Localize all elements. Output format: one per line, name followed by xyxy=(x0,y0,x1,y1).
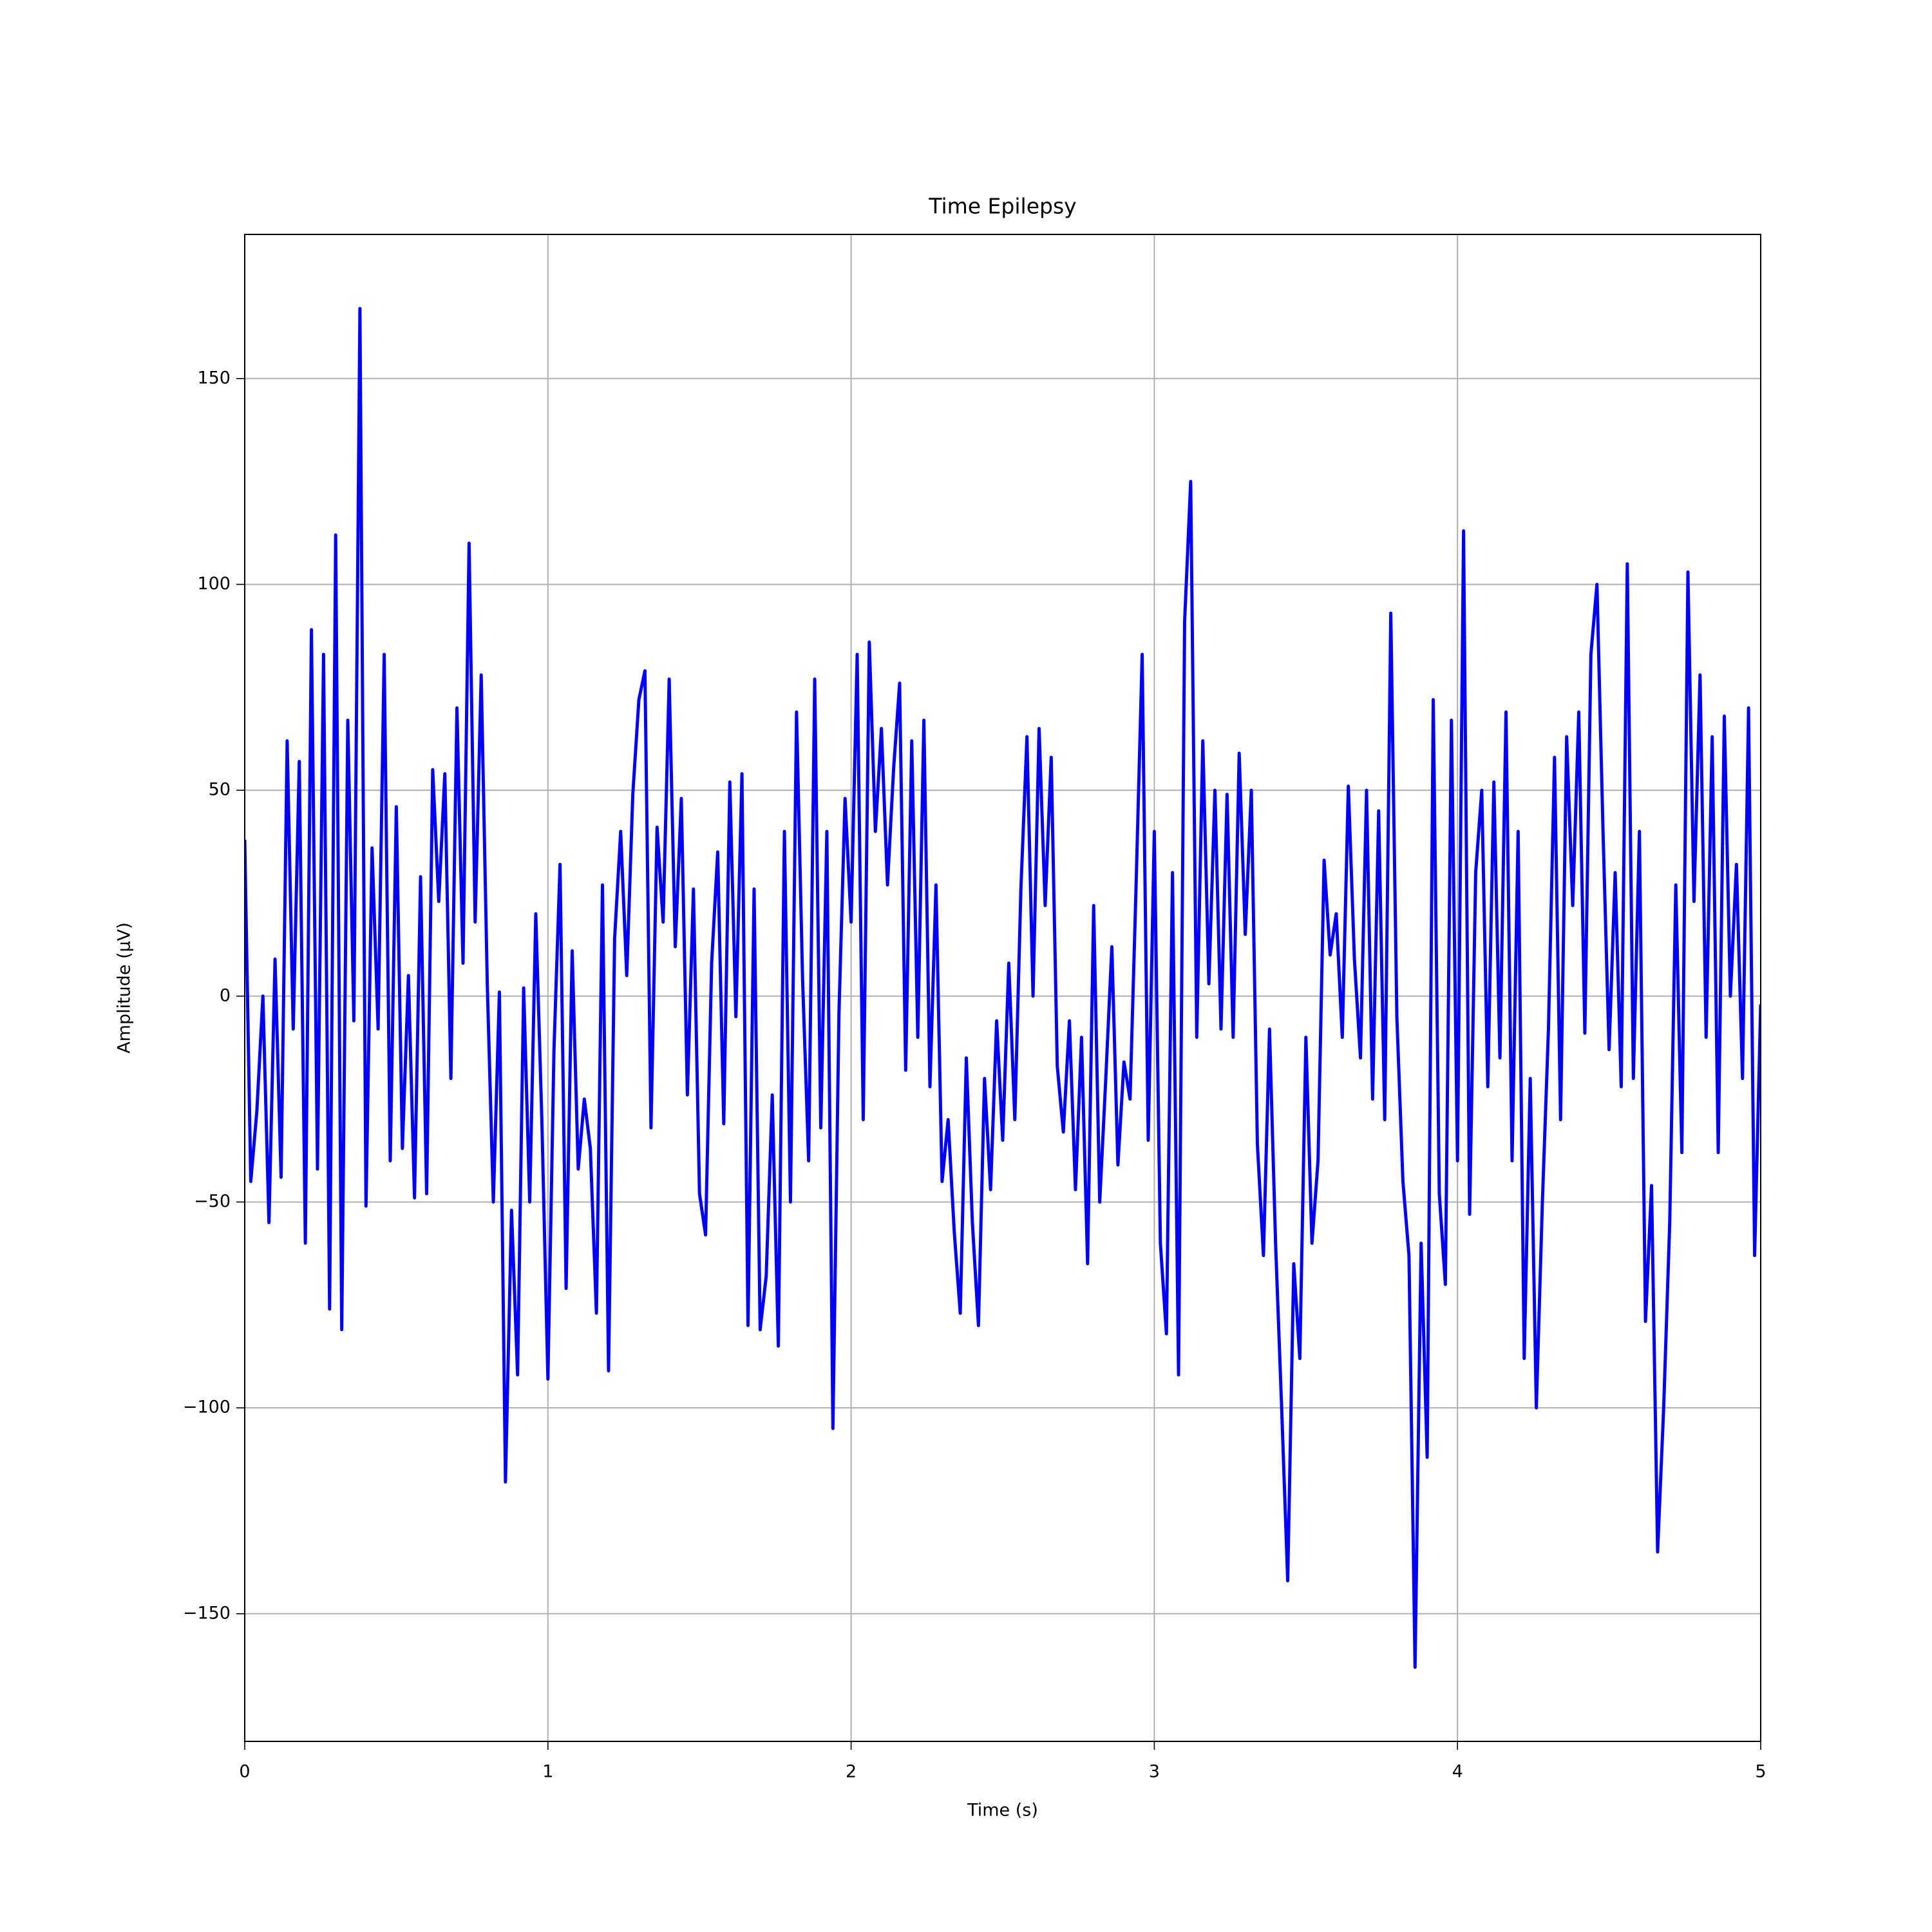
x-tick-label: 5 xyxy=(1755,1762,1766,1782)
y-tick-label: −100 xyxy=(183,1397,231,1417)
chart-title: Time Epilepsy xyxy=(928,194,1076,219)
x-tick-label: 1 xyxy=(542,1762,553,1782)
x-tick-label: 2 xyxy=(846,1762,857,1782)
x-tick-label: 3 xyxy=(1149,1762,1160,1782)
signal-line xyxy=(245,307,1761,1669)
y-tick-label: 50 xyxy=(209,780,231,800)
x-tick-label: 4 xyxy=(1452,1762,1463,1782)
y-tick-label: −50 xyxy=(194,1191,231,1211)
y-tick-label: 0 xyxy=(220,985,231,1005)
x-tick-label: 0 xyxy=(239,1762,250,1782)
y-tick-label: −150 xyxy=(183,1603,231,1623)
y-axis-label: Amplitude (µV) xyxy=(115,922,135,1054)
x-axis-label: Time (s) xyxy=(967,1801,1038,1821)
y-tick-label: 150 xyxy=(197,368,231,388)
y-tick-label: 100 xyxy=(197,574,231,594)
plot-frame xyxy=(244,234,1761,1742)
